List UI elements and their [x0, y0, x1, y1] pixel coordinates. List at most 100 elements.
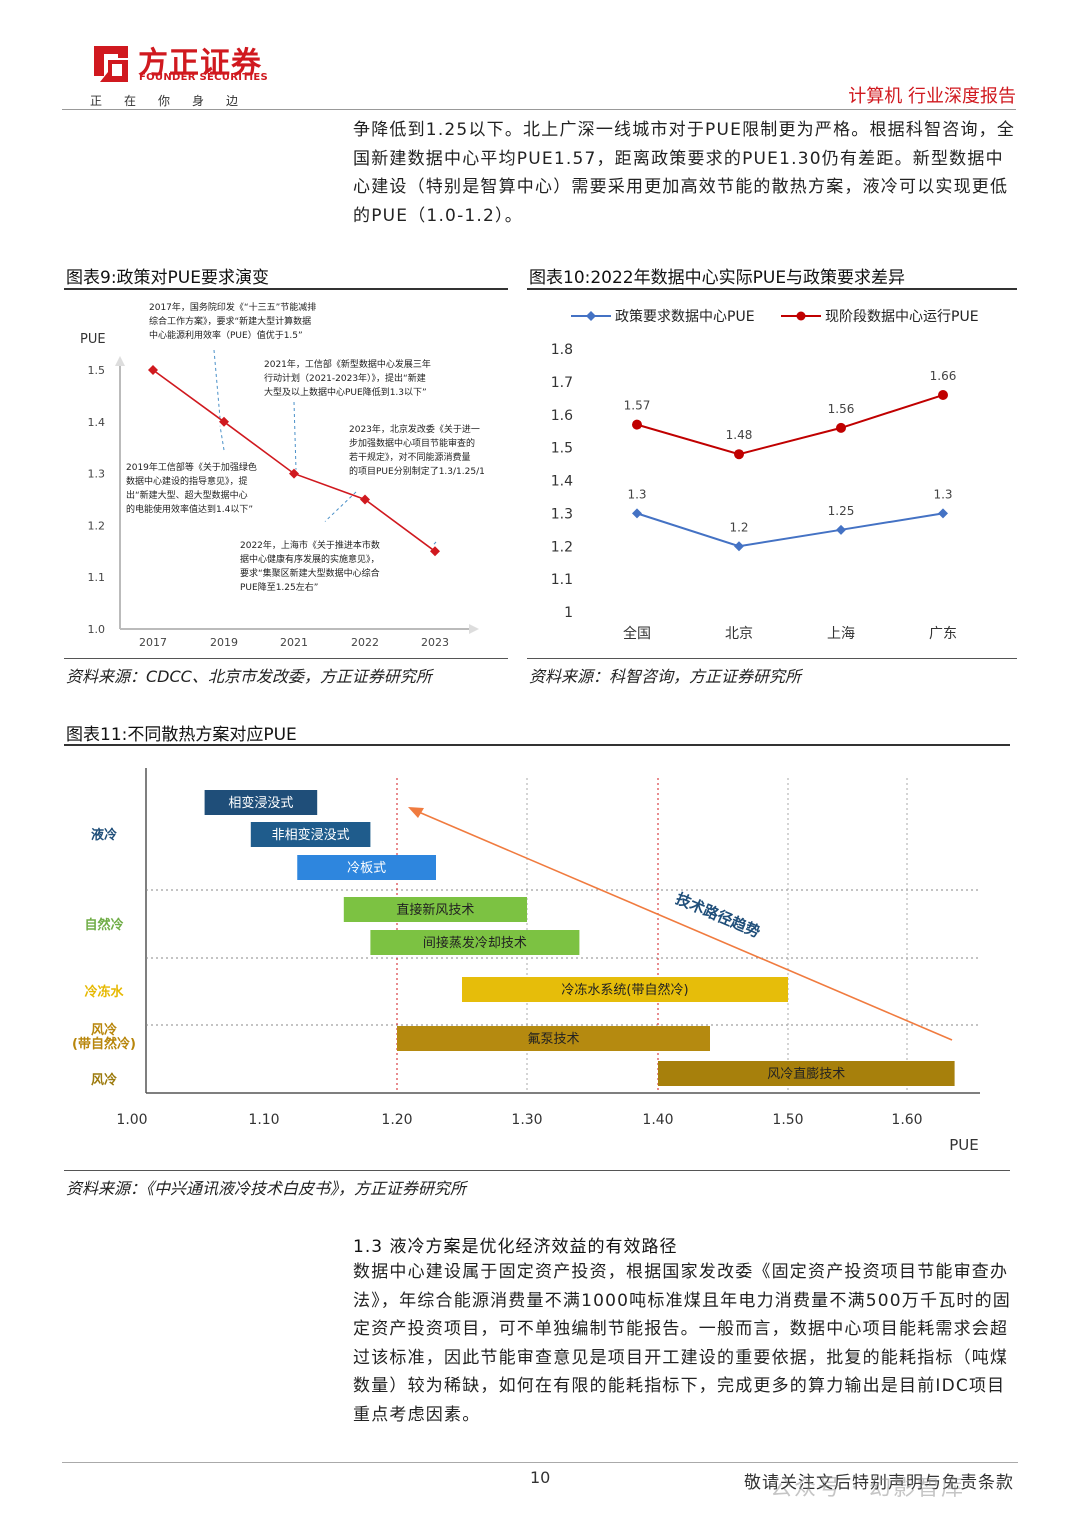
f9-xtick-label: 2023 [421, 636, 449, 649]
f11-range-bar [462, 977, 788, 1002]
f9-data-point [148, 365, 158, 375]
f10-data-label: 1.48 [726, 428, 753, 442]
f10-ytick-label: 1.3 [551, 506, 573, 522]
f9-data-point [430, 546, 440, 557]
f11-range-bar [370, 930, 580, 955]
f10-ytick-label: 1.8 [551, 342, 573, 358]
section-paragraph: 数据中心建设属于固定资产投资，根据国家发改委《固定资产投资项目节能审查办法》，年… [353, 1262, 1012, 1425]
f9-ytick-label: 1.5 [88, 364, 106, 377]
f9-data-point [219, 416, 229, 427]
figure10-top-rule [527, 288, 1017, 290]
figure10-chart: 政策要求数据中心PUE 现阶段数据中心运行PUE 1.8 1.7 1.6 1.5 1.4 1… [551, 308, 979, 642]
logo-text-en: FOUNDER SECURITIES [139, 72, 269, 83]
watermark: 公众号 · 幻影智库 [770, 1476, 965, 1501]
slogan: 正在你身边 [90, 94, 261, 108]
f11-xtick-label: 1.30 [511, 1112, 542, 1128]
f10-ytick-label: 1.2 [551, 539, 573, 555]
f11-xtick-label: 1.60 [891, 1112, 922, 1128]
figure10-source: 资料来源：科智咨询，方正证券研究所 [529, 667, 802, 686]
figure9-chart: PUE 1.5 1.4 1.3 1.2 1.1 1.0 2017 2019 2021 2022 202… [80, 301, 485, 649]
figure11-bottom-rule [64, 1170, 1010, 1171]
f10-legend-label: 政策要求数据中心PUE [615, 308, 755, 325]
f9-xtick-label: 2019 [210, 636, 238, 649]
f10-data-point [938, 390, 948, 401]
f9-xtick-label: 2021 [280, 636, 308, 649]
f10-xtick-label: 上海 [827, 626, 855, 642]
f11-group-label: 风冷 [91, 1022, 117, 1038]
f10-data-point [836, 524, 846, 535]
f9-annotation: 2017年，国务院印发《“十三五”节能减排综合工作方案》，要求“新建大型计算数据… [149, 301, 316, 341]
f10-data-point [734, 449, 744, 460]
f11-group-label: 液冷 [91, 827, 117, 843]
f11-range-bar [204, 790, 318, 815]
f11-xtick-label: 1.50 [772, 1112, 803, 1128]
f11-bar-label: 冷冻水系统(带自然冷) [561, 982, 688, 998]
f9-annotation-leader [219, 425, 225, 451]
f10-ytick-label: 1.1 [551, 572, 573, 588]
page-number: 10 [530, 1468, 551, 1487]
f10-data-label: 1.3 [627, 487, 646, 501]
f9-annotation: 2019年工信部等《关于加强绿色数据中心建设的指导意见》，提出“新建大型、超大型… [126, 461, 257, 515]
f10-xtick-label: 全国 [623, 625, 651, 642]
f11-bar-label: 间接蒸发冷却技术 [423, 935, 527, 951]
f9-annotation: 2023年，北京发改委《关于进一步加强数据中心项目节能审查的若干规定》，对不同能… [349, 423, 485, 477]
footer-divider [62, 1462, 1018, 1463]
f10-data-point [836, 422, 846, 433]
f11-range-bar [343, 897, 527, 922]
f11-xtick-label: 1.20 [381, 1112, 412, 1128]
figure11-top-rule [64, 744, 1010, 746]
f11-trend-arrowhead-icon [408, 807, 424, 818]
f11-bar-label: 风冷直膨技术 [767, 1067, 845, 1082]
f11-range-bar [297, 855, 436, 880]
f11-bar-label: 氟泵技术 [527, 1032, 579, 1047]
f10-data-point [734, 541, 744, 552]
f10-xtick-label: 广东 [929, 626, 957, 642]
disclaimer-link[interactable]: 敬请关注文后特别声明与免责条款 [744, 1473, 1014, 1493]
f10-data-label: 1.3 [933, 487, 952, 501]
intro-paragraph: 争降低到1.25以下。北上广深一线城市对于PUE限制更为严格。根据科智咨询，全国… [353, 120, 1016, 226]
f11-range-bar [250, 822, 371, 847]
f10-data-label: 1.57 [624, 399, 651, 413]
f10-ytick-label: 1.4 [551, 474, 573, 490]
figure11-title: 图表11:不同散热方案对应PUE [66, 725, 297, 745]
f11-xtick-label: 1.40 [642, 1112, 673, 1128]
f9-ylabel: PUE [80, 332, 106, 347]
f9-annotation-leader [293, 401, 297, 470]
f10-ytick-label: 1.5 [551, 441, 573, 457]
f10-xtick-label: 北京 [725, 626, 753, 642]
figure9-title: 图表9:政策对PUE要求演变 [66, 268, 269, 288]
f11-range-bar [397, 1026, 710, 1051]
f11-trend-label: 技术路径趋势 [673, 890, 763, 942]
founder-logo-icon [94, 46, 128, 82]
f10-data-point [632, 508, 642, 519]
section-title: 1.3 液冷方案是优化经济效益的有效路径 [353, 1237, 678, 1257]
f9-xtick-label: 2017 [139, 636, 167, 649]
f9-data-point [289, 468, 299, 479]
f9-annotation-leader [432, 541, 437, 546]
f11-group-label: 风冷 [91, 1072, 117, 1088]
f11-bar-label: 冷板式 [347, 861, 386, 876]
f11-trend-line [413, 809, 953, 1041]
f10-ytick-label: 1.7 [551, 375, 573, 391]
f9-annotation: 2021年，工信部《新型数据中心发展三年行动计划（2021-2023年）》，提出… [264, 358, 431, 398]
f11-bar-label: 直接新风技术 [396, 902, 474, 918]
f11-range-bar [658, 1061, 955, 1086]
f10-data-label: 1.2 [729, 520, 748, 534]
f9-ytick-label: 1.4 [88, 416, 106, 429]
f10-legend-label: 现阶段数据中心运行PUE [825, 309, 979, 325]
logo-text-cn: 方正证券 [138, 46, 262, 81]
f11-group-label: 自然冷 [84, 917, 123, 933]
f10-data-label: 1.66 [930, 369, 957, 383]
f9-xtick-label: 2022 [351, 636, 379, 649]
figure9-bottom-rule [64, 658, 508, 659]
f11-bar-label: 相变浸没式 [228, 795, 293, 811]
f9-data-point [360, 494, 370, 505]
f9-annotation-leader [324, 491, 357, 522]
figure11-source: 资料来源：《中兴通讯液冷技术白皮书》，方正证券研究所 [66, 1179, 467, 1198]
f10-data-point [938, 508, 948, 519]
report-type: 计算机 行业深度报告 [848, 86, 1016, 107]
f11-xtick-label: 1.10 [248, 1112, 279, 1128]
f10-data-label: 1.56 [828, 402, 855, 416]
f10-legend-marker-icon [586, 311, 596, 321]
